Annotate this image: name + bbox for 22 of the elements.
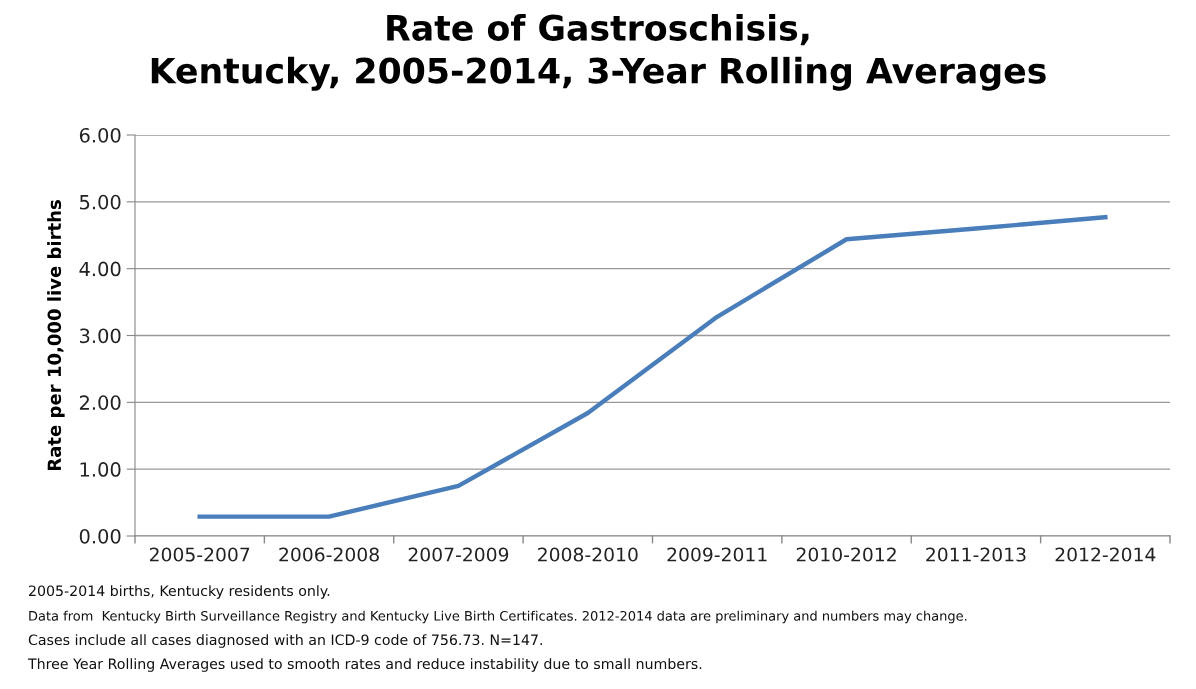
line-series [197, 214, 1108, 519]
text: Cases include all cases diagnosed with an ICD-9 code of 756.73. N=147. [28, 634, 542, 648]
text: Data from Kentucky Birth Surveillance Registry and Kentucky Live Birth Certificates. 2012-2014 data are preliminary and numbers may change. [29, 610, 967, 624]
x-tick-label: 2011-2013 [926, 547, 1026, 562]
x-tick-label: 2006-2008 [279, 547, 379, 562]
x-tick-label: 2005-2007 [149, 547, 250, 562]
y-tick-label: 5.00 [80, 194, 121, 210]
y-axis-title: Rate per 10,000 live births [47, 200, 65, 471]
x-tick-label: 2010-2012 [796, 547, 896, 562]
text: 2005-2014 births, Kentucky residents only. [29, 585, 330, 599]
y-tick-label: 6.00 [79, 127, 121, 143]
x-tick-label: 2009-2011 [667, 547, 767, 562]
y-tick-label: 2.00 [79, 395, 121, 410]
y-tick-label: 4.00 [79, 261, 121, 277]
x-tick-label: 2007-2009 [408, 547, 509, 562]
x-tick-label: 2008-2010 [538, 547, 638, 562]
y-tick-label: 1.00 [80, 462, 121, 477]
x-tick-label: 2012-2014 [1055, 547, 1156, 562]
y-tick-label: 0.00 [79, 528, 121, 544]
text: Three Year Rolling Averages used to smooth rates and reduce instability due to small numbers. [27, 658, 702, 672]
chart-title: Rate of Gastroschisis, Kentucky, 2005-2014, 3-Year Rolling Averages [151, 14, 1046, 91]
y-tick-label: 3.00 [79, 328, 121, 344]
